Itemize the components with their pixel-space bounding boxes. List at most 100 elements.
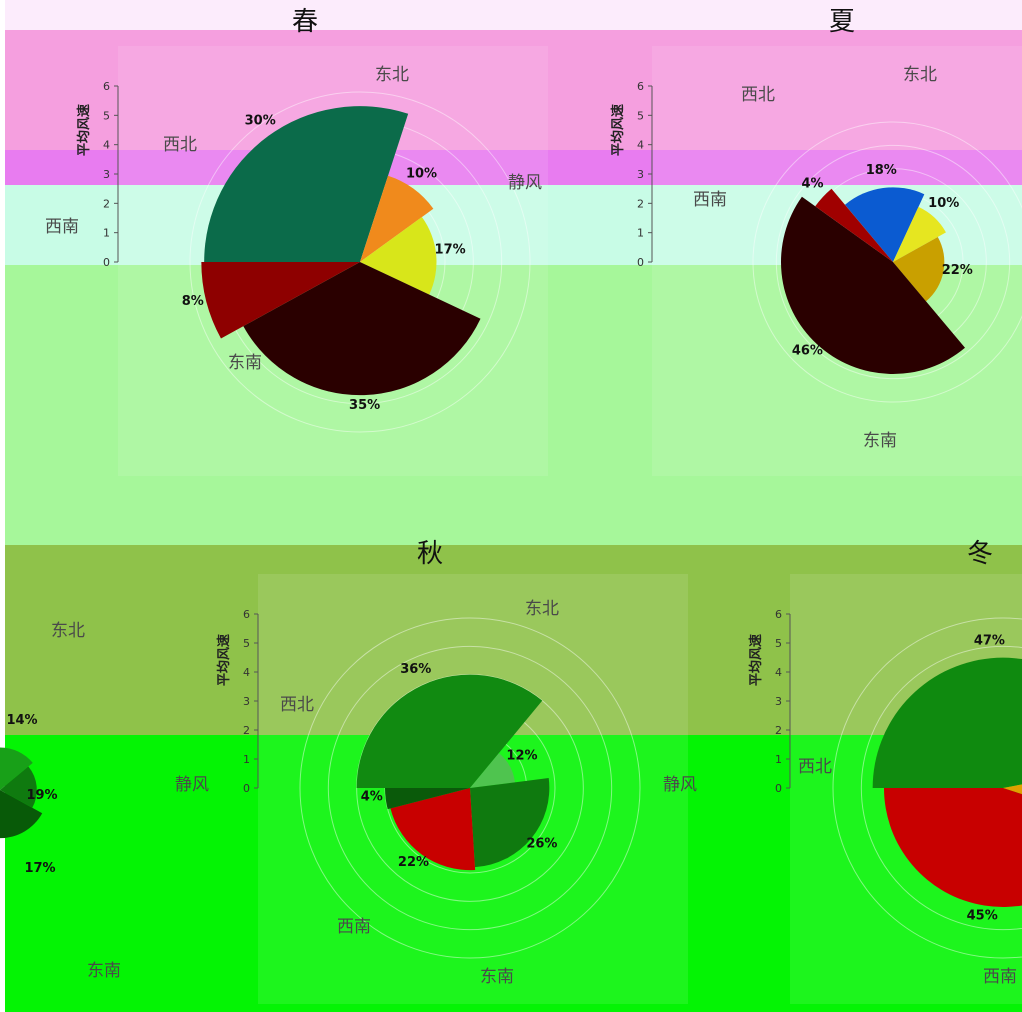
slice-percent-label: 26%	[526, 836, 557, 851]
wind-slice-1	[360, 175, 434, 262]
grid-circle	[189, 91, 531, 433]
slice-percent-label: 45%	[967, 908, 998, 923]
y-axis-title: 平均风速	[216, 634, 232, 686]
direction-label: 西北	[798, 757, 832, 777]
y-tick-label: 3	[637, 168, 644, 181]
y-tick-label: 1	[243, 753, 250, 766]
y-tick-label: 0	[103, 256, 110, 269]
direction-label: 西南	[693, 190, 727, 210]
partial-slice-1	[0, 766, 37, 808]
wind-slice-2	[470, 778, 550, 868]
y-tick-label: 6	[637, 80, 644, 93]
slice-percent-label: 10%	[406, 166, 437, 181]
direction-label: 东南	[87, 961, 121, 981]
y-tick-label: 3	[243, 695, 250, 708]
slice-percent-label: 22%	[942, 263, 973, 278]
wind-slice-3	[781, 196, 965, 374]
wind-slice-4	[815, 188, 893, 262]
slice-percent-label: 10%	[928, 196, 959, 211]
direction-label: 西北	[280, 695, 314, 715]
y-tick-label: 2	[103, 197, 110, 210]
direction-label: 静风	[175, 775, 209, 795]
y-tick-label: 2	[775, 724, 782, 737]
y-tick-label: 5	[775, 637, 782, 650]
partial-slice-2	[0, 790, 43, 839]
y-tick-label: 4	[243, 666, 250, 679]
background-top	[5, 0, 1022, 30]
slice-percent-label: 17%	[24, 861, 55, 876]
slice-percent-label: 19%	[26, 788, 57, 803]
slice-percent-label: 12%	[506, 748, 537, 763]
slice-percent-label: 36%	[400, 662, 431, 677]
wind-slice-2	[360, 217, 437, 295]
y-tick-label: 6	[103, 80, 110, 93]
grid-circle	[832, 617, 1022, 959]
y-tick-label: 4	[637, 139, 644, 152]
y-tick-label: 1	[775, 753, 782, 766]
y-tick-label: 1	[637, 227, 644, 240]
y-tick-label: 6	[775, 608, 782, 621]
panels-layer: 30%10%17%35%8%0123456平均风速东北西北静风西南东南春18%1…	[0, 7, 1022, 1004]
y-tick-label: 5	[103, 109, 110, 122]
wind-slice-0	[356, 674, 543, 788]
direction-label: 静风	[508, 173, 542, 193]
slice-percent-label: 35%	[349, 398, 380, 413]
direction-label: 东南	[228, 353, 262, 373]
wind-slice-0	[204, 106, 409, 262]
slice-percent-label: 4%	[801, 176, 823, 191]
direction-label: 静风	[663, 775, 697, 795]
y-tick-label: 3	[775, 695, 782, 708]
grid-circle	[775, 144, 1011, 380]
panel-title: 秋	[417, 539, 443, 569]
y-axis-title: 平均风速	[748, 634, 764, 686]
grid-circle	[752, 121, 1022, 403]
y-tick-label: 2	[637, 197, 644, 210]
y-tick-label: 1	[103, 227, 110, 240]
y-tick-label: 6	[243, 608, 250, 621]
y-tick-label: 5	[243, 637, 250, 650]
direction-label: 东南	[863, 431, 897, 451]
wind-slice-0	[872, 657, 1022, 788]
background-upper	[5, 30, 1022, 150]
y-tick-label: 3	[103, 168, 110, 181]
direction-label: 东北	[525, 599, 559, 619]
wind-slice-1	[893, 206, 946, 262]
y-tick-label: 4	[775, 666, 782, 679]
y-tick-label: 0	[775, 782, 782, 795]
y-tick-label: 5	[637, 109, 644, 122]
slice-percent-label: 17%	[435, 242, 466, 257]
direction-label: 西南	[337, 917, 371, 937]
wind-slice-2	[884, 788, 1022, 908]
slice-percent-label: 14%	[6, 713, 37, 728]
wind-slice-2	[893, 236, 945, 302]
y-tick-label: 0	[637, 256, 644, 269]
panel-title: 夏	[829, 7, 855, 37]
slice-percent-label: 46%	[792, 343, 823, 358]
y-tick-label: 2	[243, 724, 250, 737]
grid-circle	[299, 617, 641, 959]
background-band	[5, 150, 1022, 185]
grid-circle	[327, 645, 613, 931]
slice-percent-label: 47%	[974, 633, 1005, 648]
y-axis-title: 平均风速	[76, 104, 92, 156]
y-axis-title: 平均风速	[610, 104, 626, 156]
direction-label: 东南	[480, 967, 514, 987]
wind-slice-1	[470, 753, 515, 788]
slice-percent-label: 8%	[182, 294, 204, 309]
panel-title: 春	[292, 7, 318, 37]
wind-slice-0	[845, 187, 925, 262]
direction-label: 东北	[375, 65, 409, 85]
partial-slice-0	[0, 747, 33, 790]
panel-title: 冬	[967, 539, 993, 569]
wind-slice-3	[243, 262, 481, 396]
direction-label: 西北	[163, 135, 197, 155]
direction-label: 东北	[51, 621, 85, 641]
slice-percent-label: 4%	[361, 789, 383, 804]
slice-percent-label: 18%	[866, 163, 897, 178]
wind-slice-4	[201, 262, 360, 339]
